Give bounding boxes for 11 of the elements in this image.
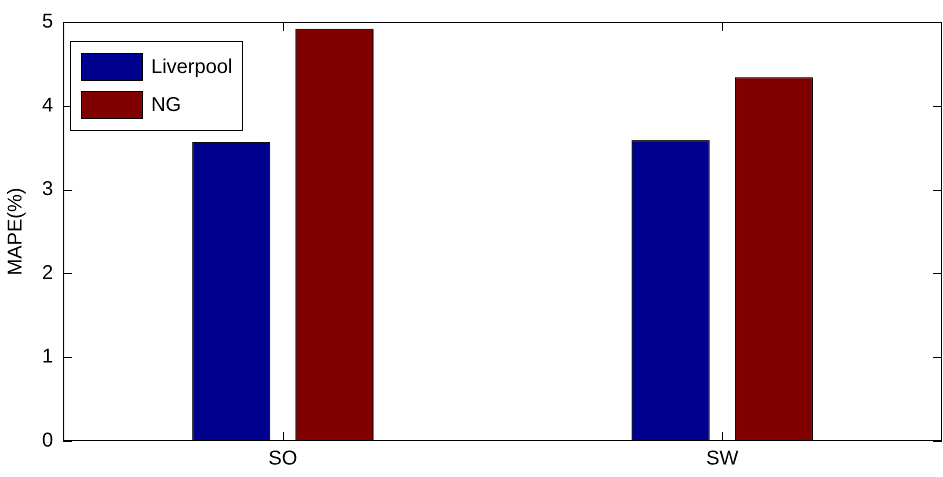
legend-label: NG — [151, 94, 182, 116]
x-tick-label: SO — [268, 448, 298, 470]
y-tick-label: 0 — [42, 430, 54, 452]
y-tick-label: 3 — [42, 178, 54, 200]
y-axis-title: MAPE(%) — [4, 188, 27, 276]
x-tick-label: SW — [706, 448, 739, 470]
y-tick-label: 4 — [42, 94, 54, 116]
legend-label: Liverpool — [151, 56, 232, 78]
y-tick-label: 1 — [42, 346, 54, 368]
y-tick-label: 2 — [42, 262, 54, 284]
y-tick-label: 5 — [42, 10, 54, 33]
